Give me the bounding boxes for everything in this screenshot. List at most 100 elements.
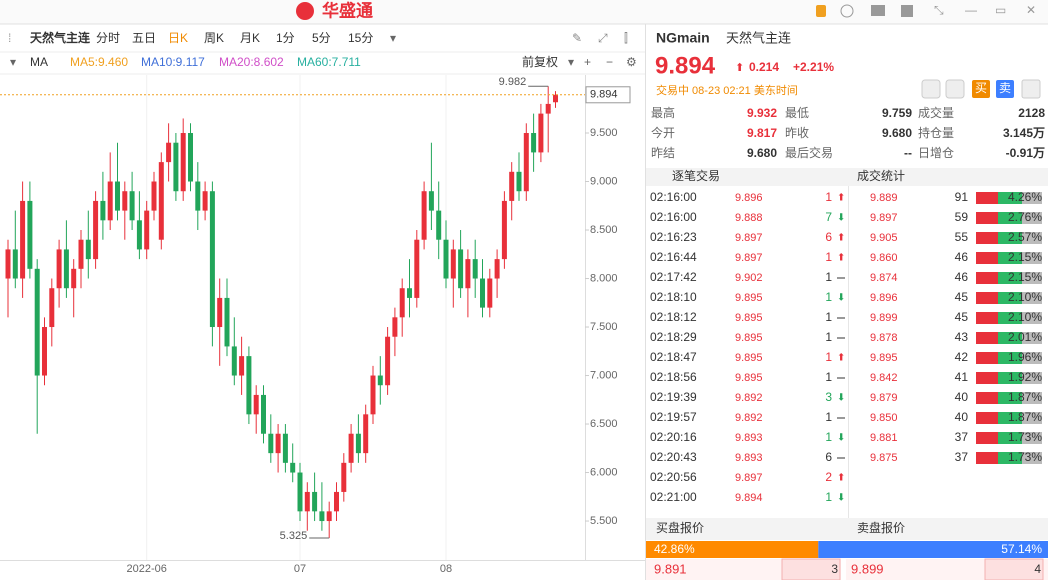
period-tab[interactable]: 5分 [312, 31, 331, 45]
flat-icon [837, 457, 845, 459]
x-tick-label: 2022-06 [127, 563, 167, 575]
period-tab[interactable]: 五日 [132, 31, 156, 45]
stat-volume: 42 [955, 350, 969, 364]
up-arrow: ⬆ [837, 253, 845, 264]
candle-body [312, 491, 318, 512]
ask-qty-bar [984, 558, 1044, 580]
trade-time: 02:18:56 [650, 370, 697, 384]
bar-sell [998, 432, 1022, 444]
stat-volume: 59 [955, 210, 969, 224]
trade-time: 02:16:44 [650, 250, 697, 264]
toolbar-icons: ⤡ — ▭ ✕ [816, 3, 1036, 18]
stat-pct: 1.87% [1008, 410, 1042, 424]
period-tab[interactable]: 1分 [276, 31, 295, 45]
candle-body [49, 288, 55, 328]
trade-button-label[interactable]: 卖 [999, 81, 1011, 95]
adjust-menu[interactable]: 前复权 [522, 54, 558, 69]
candle-body [290, 462, 296, 473]
bar-sell [998, 372, 1022, 384]
trade-price: 9.895 [735, 312, 763, 324]
symbol-name: 天然气主连 [30, 30, 91, 45]
bar-sell [998, 212, 1022, 224]
trade-qty: 1 [825, 490, 832, 504]
candle-body [180, 133, 186, 192]
trade-price: 9.902 [735, 272, 763, 284]
stat-pct: 2.76% [1008, 210, 1042, 224]
candle-body [523, 133, 529, 192]
x-tick-label: 08 [440, 563, 452, 575]
trade-button[interactable] [972, 80, 990, 98]
period-tab[interactable]: 月K [240, 31, 260, 45]
trade-qty: 1 [825, 410, 832, 424]
period-tab[interactable]: 15分 [348, 31, 373, 45]
candle-body [20, 200, 26, 279]
dropdown-icon[interactable]: ▾ [568, 55, 574, 69]
collapse-icon[interactable]: ▾ [10, 55, 16, 69]
tool-button[interactable] [945, 79, 965, 99]
candle-body [56, 249, 62, 289]
period-tab[interactable]: 周K [204, 31, 224, 45]
settings-icon[interactable]: ⚙ [626, 55, 637, 69]
candle-body [71, 268, 77, 289]
trade-button[interactable] [996, 80, 1014, 98]
stat-label: 今开 [651, 125, 675, 140]
trade-time: 02:19:39 [650, 390, 697, 404]
trade-qty: 3 [825, 390, 832, 404]
section-title: 买盘报价 [656, 520, 704, 535]
trade-time: 02:21:00 [650, 490, 697, 504]
down-arrow: ⬇ [837, 493, 845, 504]
stat-volume: 45 [955, 290, 969, 304]
stat-pct: 2.01% [1008, 330, 1042, 344]
trade-time: 02:18:10 [650, 290, 697, 304]
stat-label: 最后交易 [785, 145, 833, 160]
period-tab[interactable]: 日K [168, 31, 188, 45]
candle-body [202, 191, 208, 211]
y-tick-label: 9.500 [590, 127, 618, 139]
stat-price: 9.850 [870, 412, 898, 424]
stat-price: 9.899 [870, 312, 898, 324]
fullscreen-icon[interactable]: ⤢ [597, 31, 608, 45]
panel-icon[interactable]: ⫿ [624, 31, 628, 45]
bar-sell [998, 252, 1022, 264]
trade-button-label[interactable]: 买 [975, 81, 987, 95]
candle-body [93, 200, 99, 260]
trade-qty: 2 [825, 470, 832, 484]
quote-change-pct: +2.21% [793, 60, 834, 74]
candle-body [501, 200, 507, 260]
add-icon[interactable]: + [584, 55, 591, 69]
trade-time: 02:20:16 [650, 430, 697, 444]
bar-sell [998, 332, 1022, 344]
period-tab[interactable]: 分时 [96, 31, 120, 45]
trade-time: 02:18:47 [650, 350, 697, 364]
trade-qty: 1 [825, 330, 832, 344]
trade-time: 02:16:00 [650, 190, 697, 204]
down-arrow: ⬇ [837, 293, 845, 304]
y-tick-label: 7.500 [590, 321, 618, 333]
title-bar [0, 0, 1048, 24]
candle-body [370, 375, 376, 415]
draw-icon[interactable]: ✎ [572, 31, 582, 45]
flat-icon [837, 337, 845, 339]
stat-volume: 41 [955, 370, 969, 384]
tool-button[interactable] [921, 79, 941, 99]
y-tick-label: 6.500 [590, 418, 618, 430]
bid-price: 9.891 [654, 561, 687, 576]
candle-body [545, 103, 551, 114]
more-button[interactable] [1021, 79, 1041, 99]
collapse-icon[interactable]: ⁞ [8, 31, 11, 45]
dropdown-icon[interactable]: ▾ [390, 31, 396, 45]
trade-price: 9.894 [735, 492, 763, 504]
bar-sell [998, 392, 1022, 404]
candle-body [100, 200, 106, 221]
minus-icon[interactable]: − [606, 55, 613, 69]
stat-price: 9.881 [870, 432, 898, 444]
high-label: 9.982 [499, 76, 527, 88]
trade-price: 9.888 [735, 212, 763, 224]
bar-sell [998, 352, 1022, 364]
candle-body [85, 239, 91, 260]
trade-time: 02:18:12 [650, 310, 697, 324]
trade-qty: 6 [825, 450, 832, 464]
trade-qty: 6 [825, 230, 832, 244]
candle-body [443, 239, 449, 279]
stat-value: 9.680 [747, 146, 777, 160]
